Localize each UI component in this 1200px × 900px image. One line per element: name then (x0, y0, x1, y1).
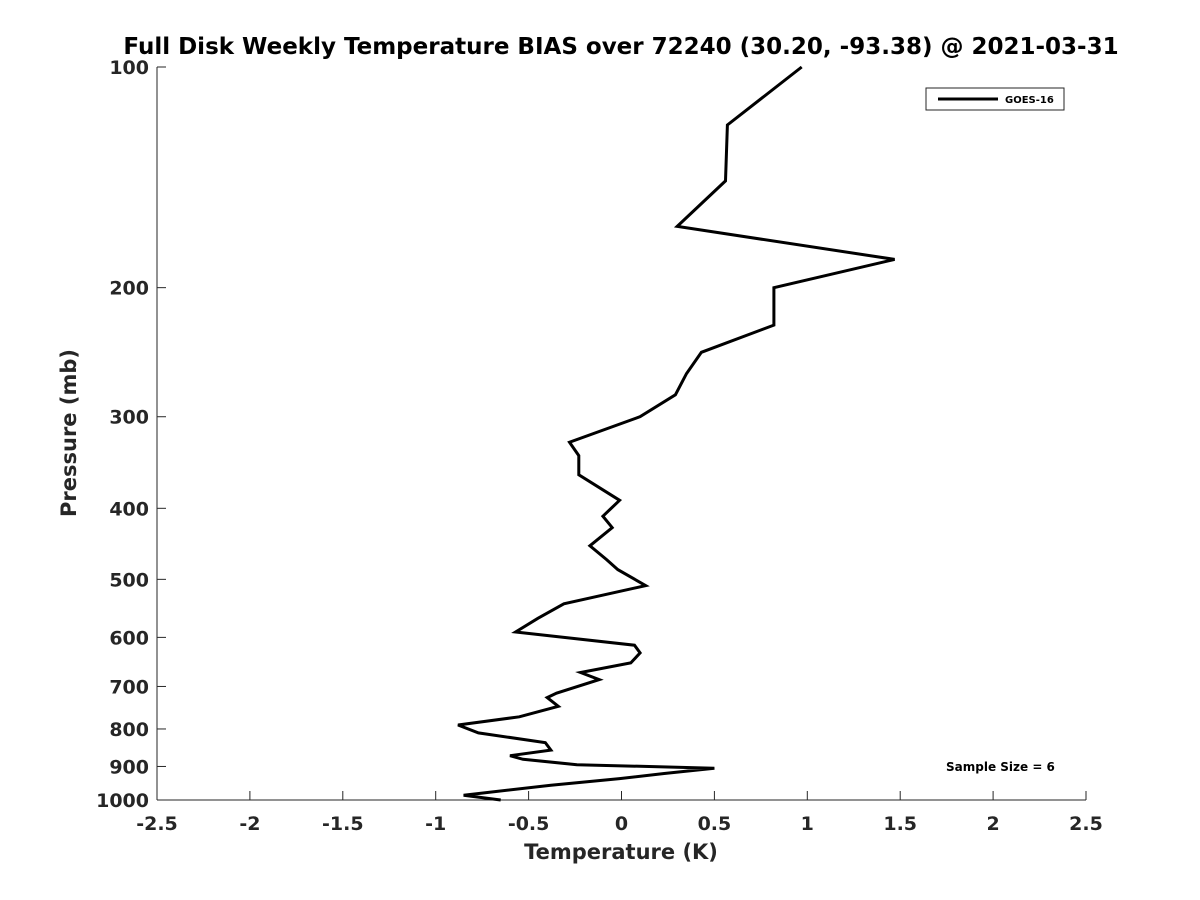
y-axis-ticks: 100 200 300 400 500 600 700 800 900 1000 (96, 57, 166, 812)
plot-area: -2.5 -2 -1.5 -1 -0.5 0 0.5 1 1.5 2 2.5 100 200 300 40… (96, 57, 1103, 835)
y-tick-label: 900 (109, 756, 149, 778)
series-layer (457, 65, 895, 802)
legend: GOES-16 (925, 87, 1065, 111)
x-tick-label: 1 (801, 813, 814, 835)
y-axis-label: Pressure (mb) (57, 349, 81, 517)
x-tick-label: -1 (425, 813, 446, 835)
y-tick-label: 300 (109, 407, 149, 429)
y-tick-label: 500 (109, 569, 149, 591)
x-tick-label: -0.5 (508, 813, 550, 835)
x-tick-label: -2.5 (136, 813, 178, 835)
chart-title: Full Disk Weekly Temperature BIAS over 7… (123, 34, 1118, 60)
x-tick-label: 1.5 (883, 813, 917, 835)
legend-entry-goes-16: GOES-16 (1005, 95, 1054, 106)
y-tick-label: 200 (109, 278, 149, 300)
x-tick-label: -1.5 (322, 813, 364, 835)
x-tick-label: 0.5 (698, 813, 732, 835)
sample-size-annotation: Sample Size = 6 (946, 760, 1055, 774)
x-tick-label: 2 (986, 813, 999, 835)
x-tick-label: -2 (239, 813, 260, 835)
x-axis-ticks: -2.5 -2 -1.5 -1 -0.5 0 0.5 1 1.5 2 2.5 (136, 791, 1103, 835)
y-tick-label: 600 (109, 627, 149, 649)
y-tick-label: 800 (109, 719, 149, 741)
x-tick-label: 0 (615, 813, 628, 835)
y-tick-label: 1000 (96, 790, 149, 812)
y-tick-label: 100 (109, 57, 149, 79)
series-line-goes-16 (457, 65, 895, 802)
x-tick-label: 2.5 (1069, 813, 1103, 835)
y-tick-label: 400 (109, 498, 149, 520)
x-axis-label: Temperature (K) (524, 840, 718, 864)
y-tick-label: 700 (109, 676, 149, 698)
